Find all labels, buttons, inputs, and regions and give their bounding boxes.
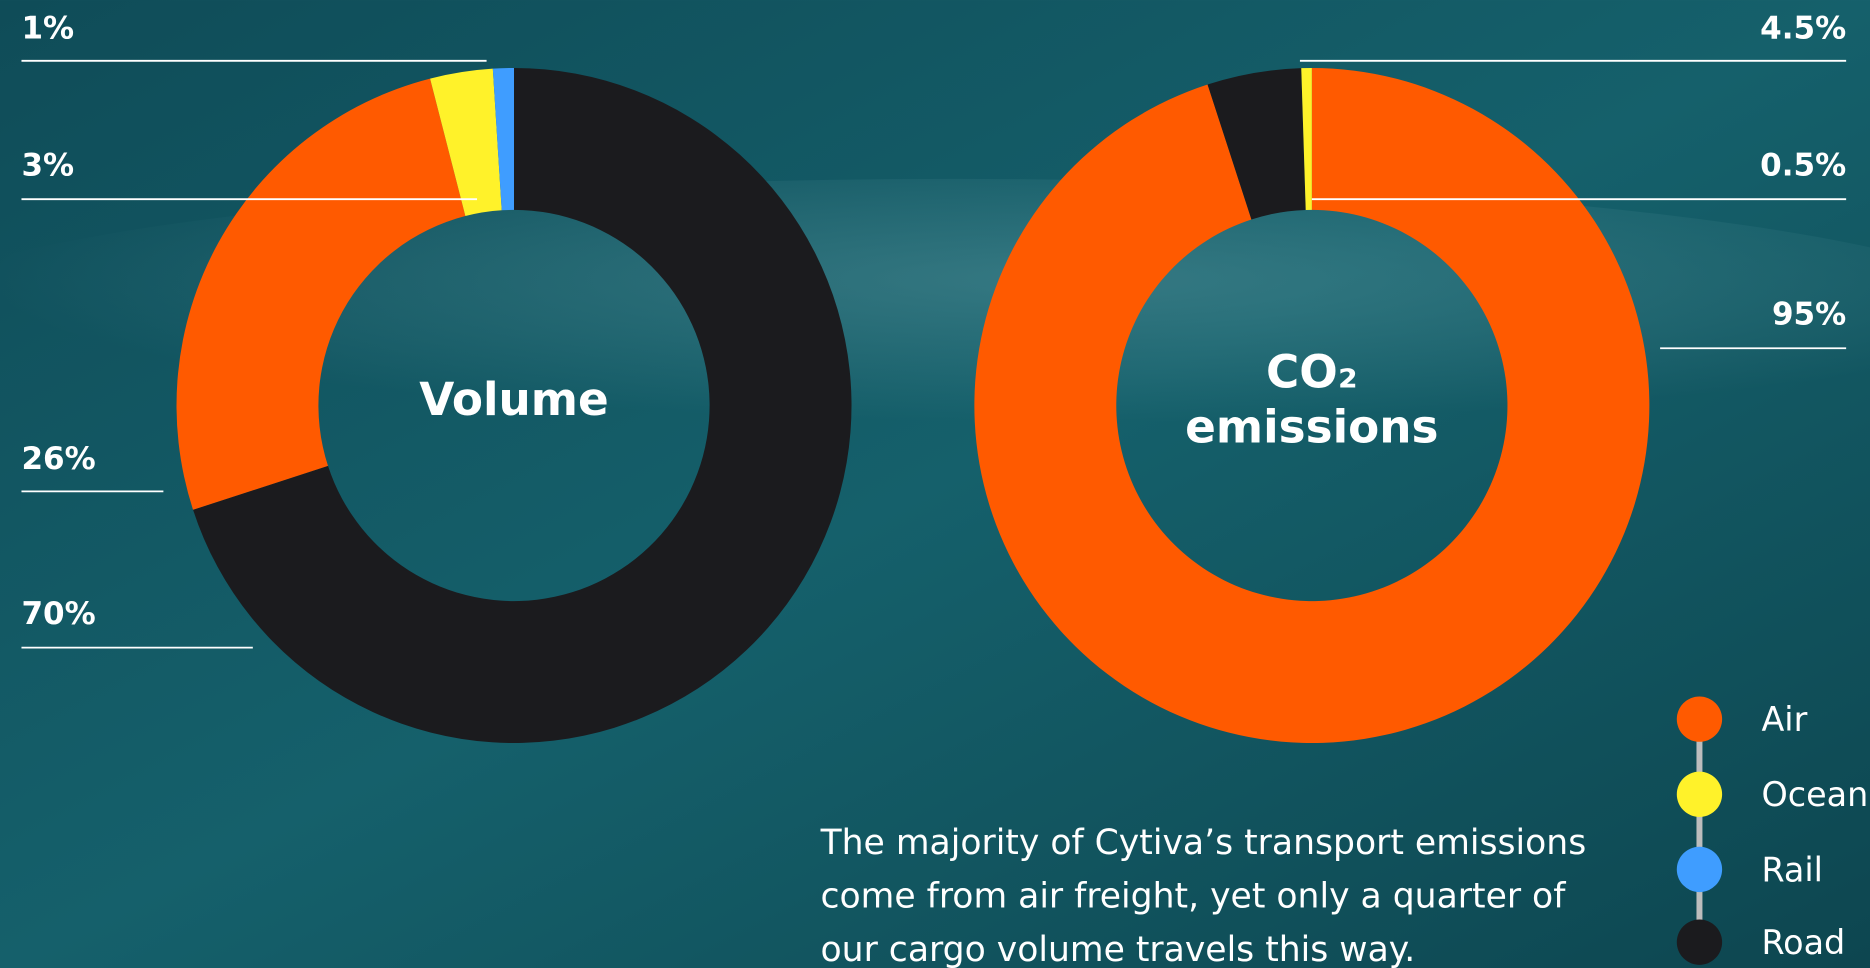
value-label: 3% [21, 147, 74, 183]
legend-swatch [1676, 919, 1723, 965]
value-label: 4.5% [1760, 10, 1846, 46]
value-label: 95% [1772, 297, 1846, 333]
legend-label: Rail [1761, 850, 1822, 889]
donut-segment [1207, 68, 1306, 220]
center-title-box: Volume [419, 373, 609, 426]
donut-segment [974, 67, 1650, 743]
value-label: 1% [21, 10, 74, 46]
center-title-box: CO₂ emissions [1185, 345, 1439, 454]
caption: The majority of Cytiva’s transport emiss… [820, 821, 1587, 968]
donut-segment [430, 68, 502, 217]
donut-segment [176, 78, 466, 510]
value-label: 70% [21, 596, 95, 632]
legend-label: Ocean [1761, 775, 1868, 814]
legend-swatch [1676, 846, 1723, 893]
legend: Air Ocean Rail Road [1676, 696, 1868, 965]
donut-segment [492, 67, 515, 211]
legend-label: Air [1761, 700, 1807, 739]
caption-box: The majority of Cytiva’s transport emiss… [820, 821, 1587, 968]
legend-swatch [1676, 696, 1723, 742]
donut-segment [193, 67, 852, 743]
legend-label: Road [1761, 923, 1845, 962]
value-label: 26% [21, 441, 95, 477]
donut-segment [1301, 67, 1312, 211]
legend-swatch [1676, 771, 1723, 817]
chart-title: CO₂ emissions [1185, 345, 1439, 454]
value-label: 0.5% [1760, 147, 1846, 183]
chart-title: Volume [419, 373, 609, 426]
background-foam [0, 178, 1870, 466]
